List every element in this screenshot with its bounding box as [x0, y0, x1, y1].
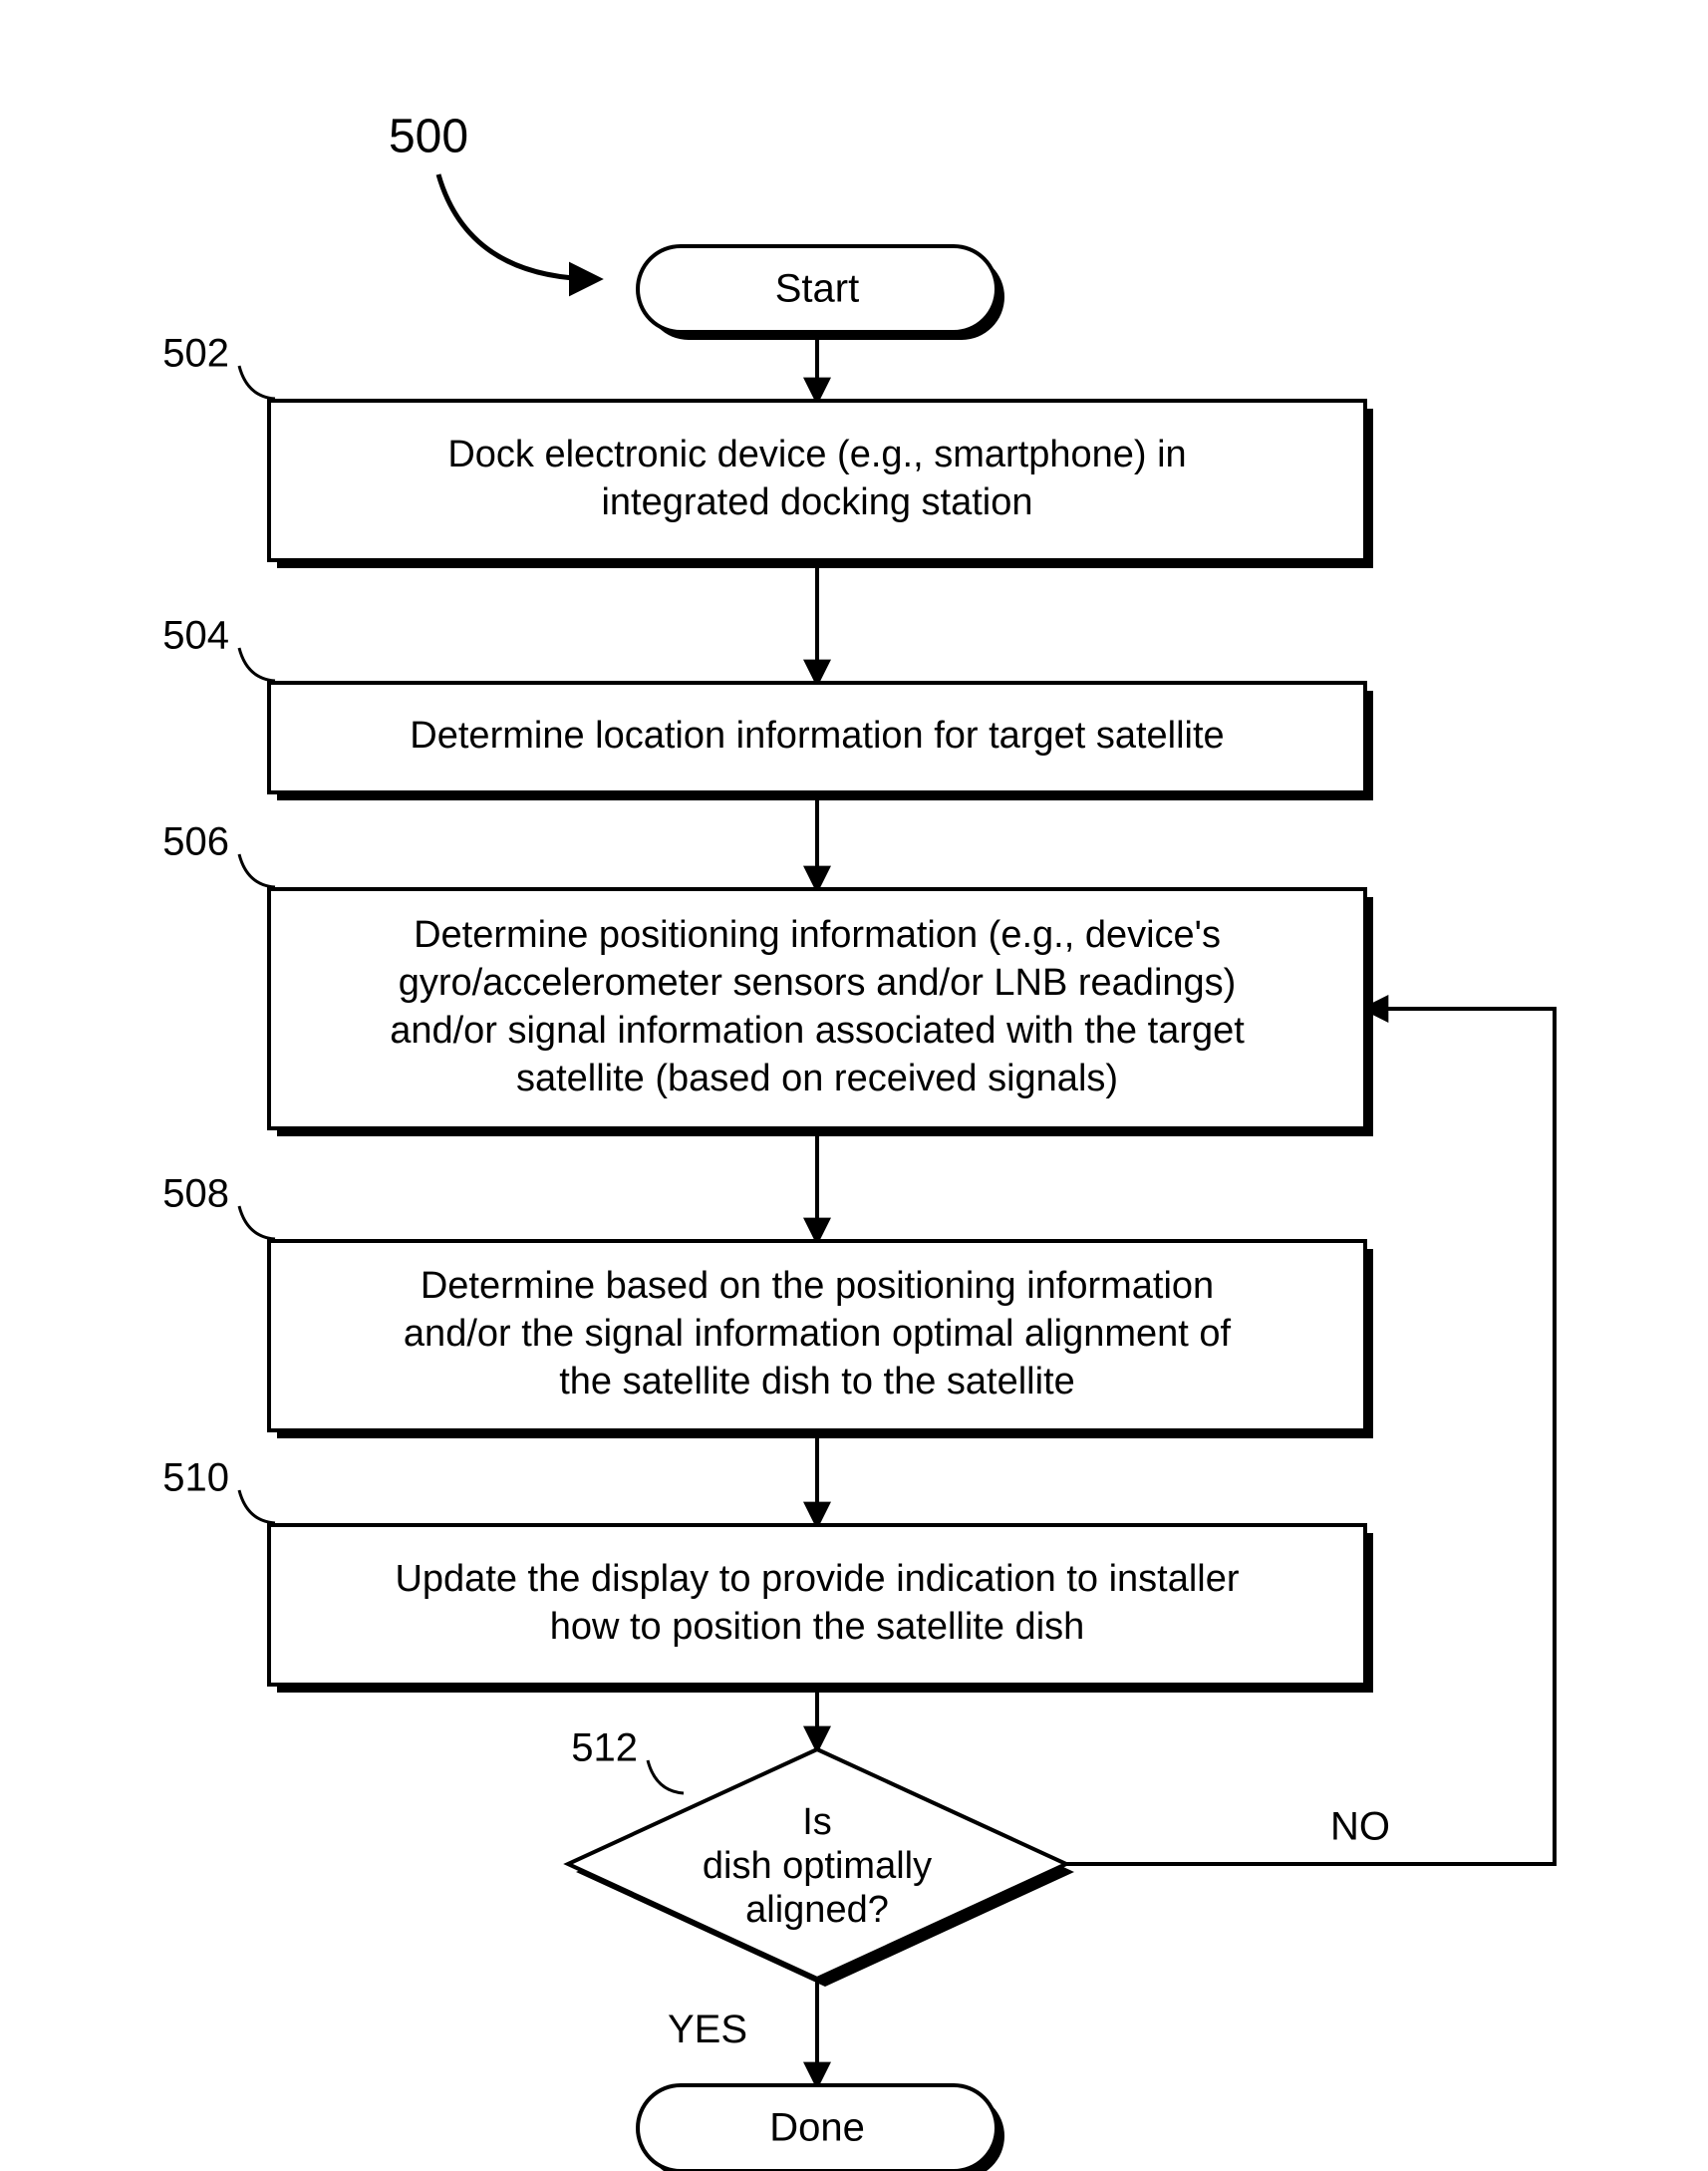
svg-text:500: 500 — [389, 111, 468, 163]
svg-text:502: 502 — [162, 332, 229, 376]
svg-text:and/or signal information asso: and/or signal information associated wit… — [390, 1010, 1245, 1052]
svg-text:Done: Done — [769, 2106, 865, 2150]
svg-text:Update the display to provide: Update the display to provide indication… — [395, 1558, 1239, 1600]
svg-text:satellite (based on received s: satellite (based on received signals) — [516, 1058, 1118, 1099]
svg-text:YES: YES — [668, 2008, 747, 2051]
svg-text:512: 512 — [571, 1726, 638, 1770]
svg-text:Determine location information: Determine location information for targe… — [410, 715, 1224, 757]
svg-text:and/or the signal information: and/or the signal information optimal al… — [404, 1313, 1232, 1355]
svg-text:Start: Start — [775, 267, 859, 311]
svg-text:NO: NO — [1330, 1805, 1390, 1849]
svg-text:504: 504 — [162, 614, 229, 658]
svg-text:integrated docking station: integrated docking station — [601, 481, 1032, 523]
svg-text:dish optimally: dish optimally — [703, 1845, 932, 1887]
svg-text:Determine positioning informat: Determine positioning information (e.g.,… — [414, 914, 1221, 956]
svg-text:aligned?: aligned? — [745, 1889, 889, 1931]
svg-text:508: 508 — [162, 1172, 229, 1216]
svg-text:Determine based on the positio: Determine based on the positioning infor… — [421, 1265, 1214, 1307]
svg-text:510: 510 — [162, 1456, 229, 1500]
svg-text:Dock electronic device (e.g.,: Dock electronic device (e.g., smartphone… — [447, 434, 1186, 475]
svg-text:the satellite dish to the sate: the satellite dish to the satellite — [559, 1361, 1075, 1402]
svg-text:gyro/accelerometer sensors and: gyro/accelerometer sensors and/or LNB re… — [399, 962, 1237, 1004]
svg-text:Is: Is — [802, 1801, 832, 1843]
svg-text:how to position the satellite: how to position the satellite dish — [550, 1606, 1085, 1648]
svg-text:506: 506 — [162, 820, 229, 864]
